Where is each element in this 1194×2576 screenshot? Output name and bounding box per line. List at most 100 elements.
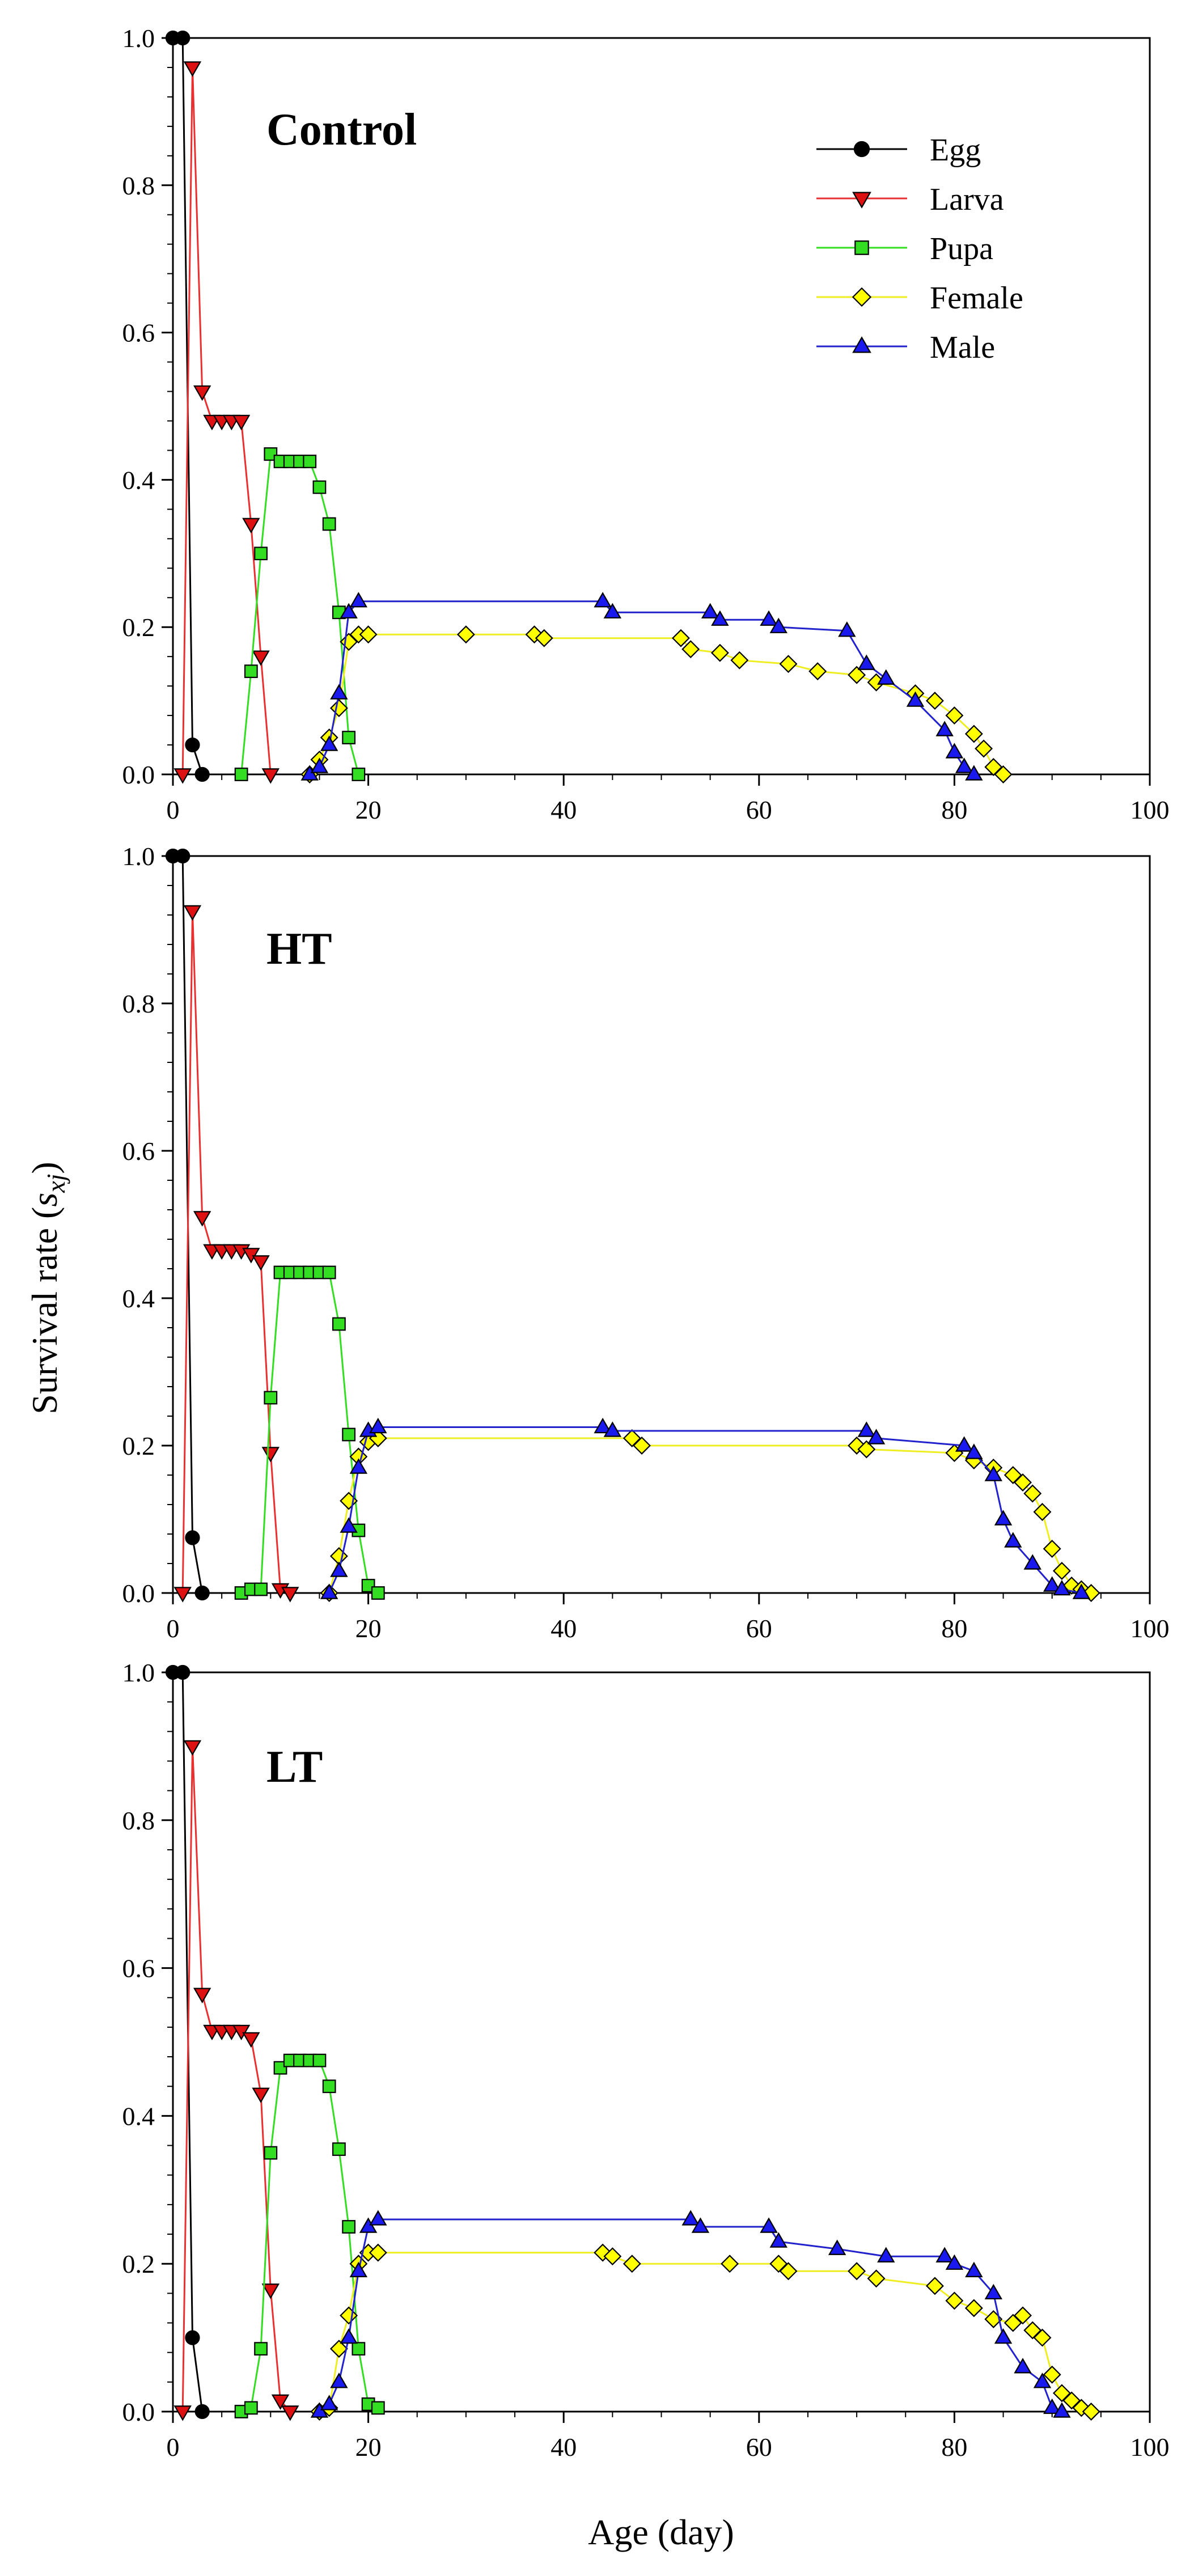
data-point-female (710, 643, 729, 662)
data-point-male (955, 1436, 973, 1452)
data-point-male (857, 1421, 876, 1437)
data-point-egg (175, 1664, 190, 1680)
panel-title: HT (266, 924, 332, 974)
data-point-female (1082, 1584, 1100, 1602)
y-tick-label: 1.0 (122, 842, 155, 871)
data-point-male (1033, 2372, 1052, 2388)
data-point-female (964, 724, 983, 743)
x-tick-label: 60 (746, 795, 772, 824)
data-point-female (525, 625, 544, 644)
x-tick-label: 100 (1131, 1614, 1170, 1643)
data-point-female (945, 2291, 964, 2310)
data-point-male (320, 735, 338, 751)
y-tick-label: 0.6 (122, 319, 155, 348)
series-line-larva (181, 911, 291, 1594)
data-point-female (359, 625, 378, 644)
data-point-female (603, 2247, 622, 2266)
data-point-male (935, 2247, 954, 2263)
data-point-female (1043, 1540, 1061, 1558)
x-axis-title: Age (day) (588, 2512, 734, 2552)
data-point-larva (173, 2405, 192, 2421)
series-pupa (234, 2053, 385, 2418)
data-point-egg (185, 1530, 200, 1545)
x-tick-label: 60 (746, 2433, 772, 2461)
data-point-male (1004, 1532, 1022, 1548)
data-point-egg (175, 30, 190, 46)
data-point-pupa (371, 1586, 385, 1600)
data-point-female (623, 2255, 641, 2273)
y-tick-label: 0.6 (122, 1954, 155, 1983)
data-point-female (1033, 1503, 1052, 1521)
data-point-male (369, 2210, 387, 2226)
data-point-pupa (342, 731, 356, 744)
egg-marker-icon (853, 141, 870, 158)
legend: Egg Larva Pupa Female Male (816, 133, 1023, 365)
data-point-male (1014, 2358, 1032, 2374)
data-point-female (535, 629, 553, 647)
chart-panel-ht: 0.0 0.2 0.4 0.6 0.8 1.0 0 20 40 60 80 100 HT (122, 842, 1170, 1643)
y-tick-label: 0.4 (122, 465, 155, 494)
legend-label: Female (930, 281, 1023, 316)
data-point-pupa (264, 1391, 278, 1405)
y-tick-label: 0.8 (122, 171, 155, 200)
data-point-female (1023, 1484, 1042, 1503)
data-point-male (965, 765, 983, 781)
data-point-female (848, 666, 866, 684)
x-tick-label: 40 (551, 795, 577, 824)
data-point-larva (193, 1988, 211, 2003)
data-point-female (681, 640, 700, 659)
data-point-larva (183, 61, 202, 77)
legend-item-pupa: Pupa (816, 231, 993, 266)
data-point-male (330, 1561, 348, 1577)
data-point-larva (281, 1587, 299, 1603)
data-point-larva (232, 414, 251, 431)
data-point-pupa (244, 664, 258, 679)
y-tick-label: 0.8 (122, 989, 155, 1018)
data-point-female (857, 1440, 876, 1459)
series-egg (165, 1664, 210, 2420)
data-point-pupa (312, 2053, 327, 2067)
series-line-larva (181, 1746, 291, 2412)
data-point-larva (252, 650, 270, 666)
y-tick-label: 0.2 (122, 2249, 155, 2278)
data-point-male (349, 1458, 368, 1474)
data-point-pupa (352, 2342, 366, 2356)
y-tick-label: 0.2 (122, 1431, 155, 1460)
legend-label: Pupa (930, 231, 993, 266)
pupa-marker-icon (854, 240, 869, 255)
series-female (310, 2243, 1100, 2421)
data-point-egg (185, 2330, 200, 2345)
data-point-female (1014, 1473, 1032, 1492)
data-point-male (320, 2395, 338, 2410)
data-point-pupa (312, 480, 327, 494)
data-point-female (1043, 2365, 1061, 2384)
data-point-larva (183, 905, 202, 921)
data-point-male (310, 757, 329, 773)
data-point-male (984, 2283, 1003, 2300)
series-male (300, 592, 983, 781)
data-point-male (320, 1583, 338, 1599)
data-point-female (329, 699, 348, 718)
data-point-male (594, 592, 612, 608)
data-point-female (329, 2340, 348, 2358)
data-point-male (965, 1443, 983, 1459)
data-point-female (721, 2255, 739, 2273)
data-point-male (340, 603, 358, 618)
series-line-female (308, 633, 1004, 776)
data-point-male (769, 2232, 787, 2248)
y-tick-label: 0.8 (122, 1806, 155, 1835)
female-marker-icon (852, 287, 872, 307)
data-point-pupa (254, 2342, 268, 2356)
data-point-pupa (254, 1582, 268, 1596)
data-point-female (925, 2277, 944, 2295)
data-point-female (925, 692, 944, 710)
data-point-egg (175, 848, 190, 864)
data-point-male (369, 1417, 387, 1434)
data-point-male (340, 1517, 358, 1533)
data-point-male (935, 721, 954, 736)
data-point-male (1053, 1579, 1071, 1596)
data-point-egg (194, 1585, 210, 1601)
male-marker-icon (852, 336, 871, 353)
data-point-male (603, 1421, 622, 1437)
